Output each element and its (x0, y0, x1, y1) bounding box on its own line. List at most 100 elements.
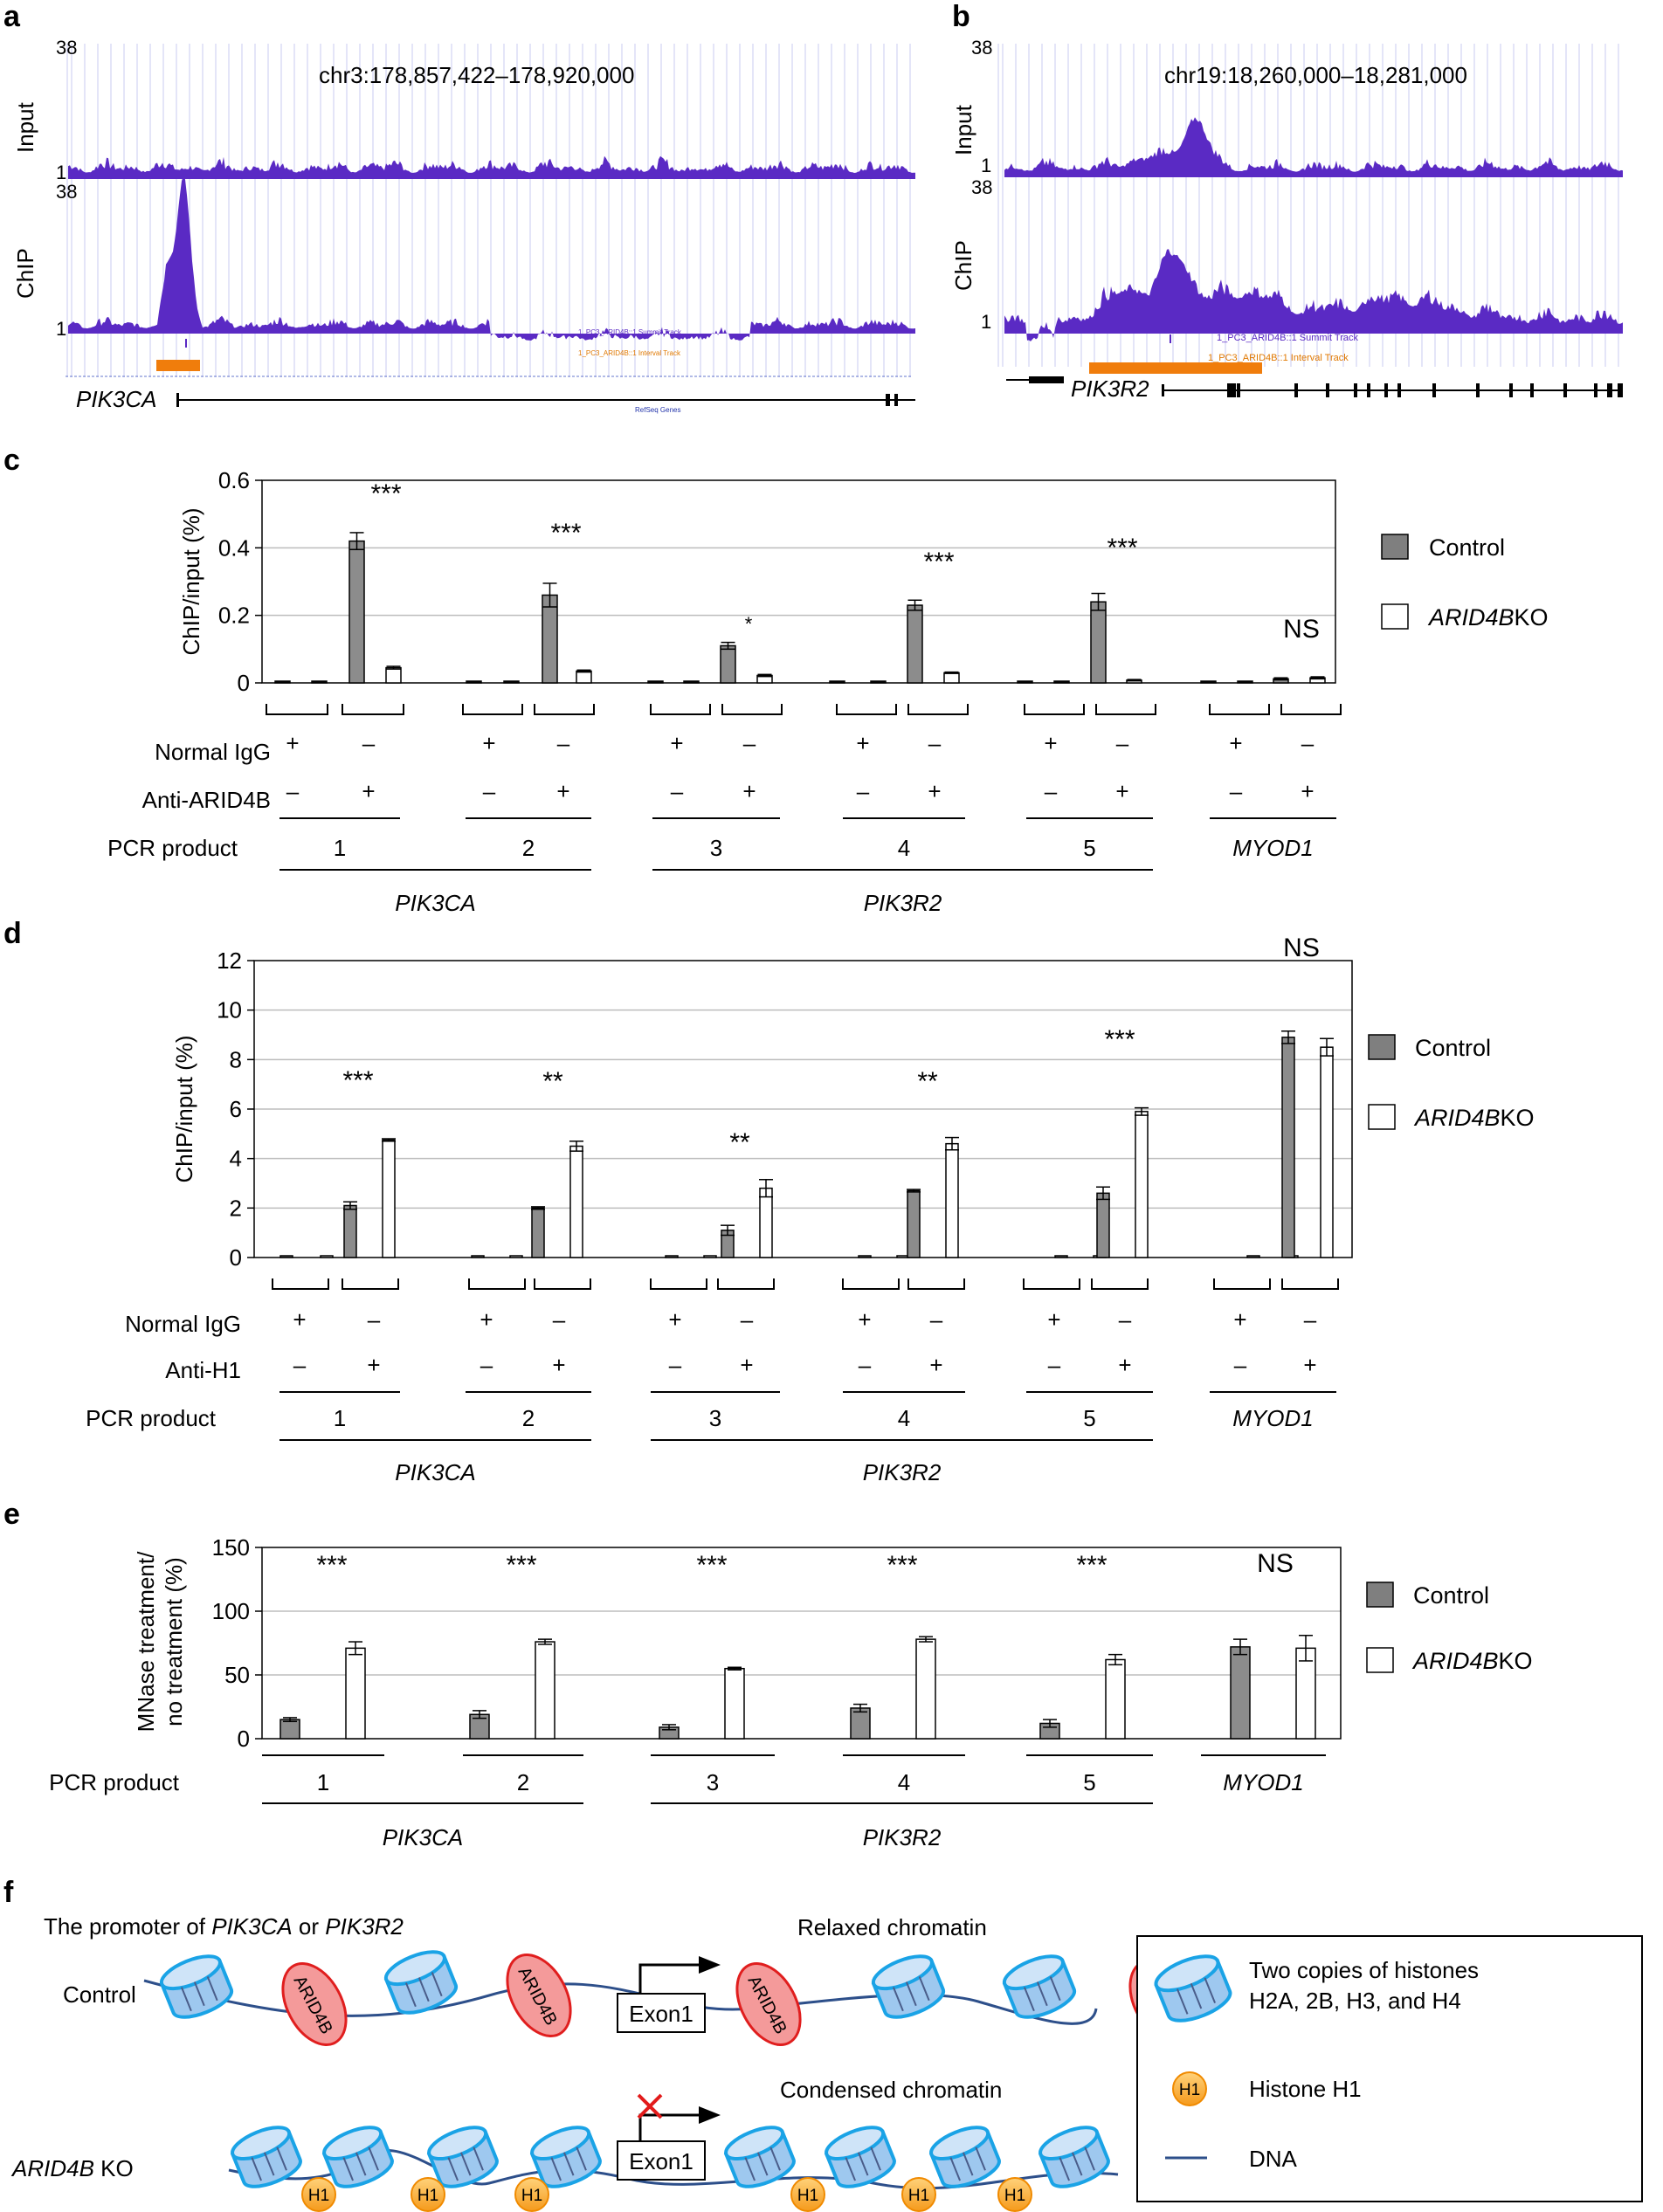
gene-group-label: PIK3R2 (863, 1459, 942, 1485)
sample-bracket (717, 1278, 775, 1290)
significance-label: *** (1076, 1551, 1107, 1580)
y-tick-label: 50 (224, 1662, 250, 1688)
panel-letter-e: e (3, 1498, 20, 1531)
legend-ko-c: ARID4BKO (1427, 604, 1549, 631)
gene-group-label: PIK3CA (383, 1824, 464, 1850)
normal-igg-sign: – (553, 1306, 566, 1333)
gene-exon-a1 (886, 394, 890, 406)
h1-circle (901, 2177, 936, 2212)
coords-a: chr3:178,857,422–178,920,000 (319, 62, 634, 88)
bar-control (279, 1255, 293, 1258)
bar-arid4b-ko (535, 1641, 555, 1740)
gene-exon-b (1367, 383, 1370, 397)
gene-label-a: PIK3CA (76, 386, 157, 412)
gene-exon-b (1563, 383, 1567, 397)
h1-protein: H1 (997, 2177, 1032, 2212)
bar-arid4b-ko (1295, 1647, 1316, 1740)
pcr-product-label: 4 (898, 1769, 910, 1795)
y-tick-label: 0 (238, 670, 250, 696)
sample-bracket (842, 1278, 900, 1290)
arid4b-shape (281, 1962, 348, 2046)
dna-wrap (447, 2157, 459, 2181)
significance-label: NS (1283, 615, 1320, 644)
dna-wrap (845, 2157, 856, 2181)
h1-circle (301, 2177, 336, 2212)
bar-arid4b-ko (1105, 1658, 1126, 1740)
promoter-or: or (293, 1913, 326, 1940)
bar-arid4b-ko (382, 1139, 396, 1258)
antibody-sign: – (671, 778, 684, 804)
h1-protein: H1 (514, 2177, 549, 2212)
arid4b-protein: ARID4B (735, 1962, 802, 2046)
significance-label: NS (1257, 1549, 1294, 1578)
legend-control-c: Control (1429, 534, 1505, 561)
dna-wrap (180, 1987, 192, 2012)
condensed-chromatin-label: Condensed chromatin (780, 2077, 1002, 2103)
coords-b: chr19:18,260,000–18,281,000 (1164, 62, 1467, 88)
y-tick-label: 0 (238, 1726, 250, 1752)
significance-label: *** (696, 1551, 727, 1580)
antibody-sign: – (480, 1352, 493, 1378)
row-normal-igg-c: Normal IgG (155, 739, 271, 765)
chip-track-a (68, 176, 915, 341)
sample-bracket (462, 704, 523, 715)
ymax-chip-b: 38 (971, 176, 992, 198)
y-tick-label: 0.6 (218, 467, 250, 493)
bar-arid4b-ko (1135, 1111, 1149, 1258)
panel-e: e 0 50 100 150 MNase treatment/no treatment … (3, 1498, 1533, 1850)
h1-label: H1 (797, 2187, 818, 2205)
y-tick-label: 8 (230, 1046, 242, 1072)
dna-wrap (562, 2152, 575, 2176)
bar-arid4b-ko (509, 1255, 523, 1258)
antibody-sign: + (1301, 778, 1314, 804)
bar-arid4b-ko (703, 1255, 717, 1258)
plot-frame (253, 960, 1353, 1258)
pcr-product-label: 3 (709, 1405, 721, 1431)
antibody-sign: + (742, 778, 756, 804)
pcr-product-label: 2 (522, 1405, 535, 1431)
gene-exon-b (1294, 383, 1298, 397)
bar-control (665, 1255, 679, 1258)
legend-ko-suffix-e: KO (1499, 1648, 1533, 1674)
panel-letter-a: a (3, 0, 21, 33)
pcr-product-label: 3 (707, 1769, 719, 1795)
row-pcr-product-c: PCR product (107, 835, 238, 861)
legend-dna-text: DNA (1249, 2146, 1298, 2172)
sample-rows-e: 1 2 3 4 5 MYOD1 PIK3CA PIK3R2 (262, 1754, 1326, 1850)
h1-label: H1 (521, 2187, 542, 2205)
sample-bracket (266, 704, 328, 715)
ymin-input-a: 1 (56, 162, 66, 183)
normal-igg-sign: + (858, 1306, 871, 1333)
dna-wrap (744, 2157, 756, 2181)
significance-label: NS (1283, 934, 1320, 962)
y-tick-label: 0 (230, 1244, 242, 1271)
y-tick-label: 0.2 (218, 603, 250, 629)
sample-bracket (342, 1278, 399, 1290)
normal-igg-sign: + (293, 1306, 306, 1333)
exon1-label-ko: Exon1 (629, 2148, 693, 2174)
bar-control (858, 1255, 872, 1258)
nucleosome-icon (928, 2126, 1001, 2188)
nucleosome-icon (723, 2126, 796, 2188)
y-tick-label: 100 (212, 1598, 250, 1624)
panel-a: a chr3:178,857,422–178,920,000 38 1 38 1… (3, 0, 915, 414)
normal-igg-sign: – (1116, 730, 1129, 756)
chip-label-b: ChIP (950, 240, 976, 291)
gene-group-label: PIK3CA (395, 1459, 476, 1485)
exon1-label-control: Exon1 (629, 2001, 693, 2027)
nucleosome-icon (159, 1954, 234, 2019)
legend-ko-italic-e: ARID4B (1411, 1648, 1499, 1674)
antibody-sign: + (1303, 1352, 1316, 1378)
panel-letter-f: f (3, 1876, 14, 1909)
normal-igg-sign: + (856, 730, 869, 756)
h1-protein: H1 (1172, 2071, 1207, 2106)
h1-protein: H1 (411, 2177, 445, 2212)
y-tick-label: 150 (212, 1534, 250, 1561)
normal-igg-sign: + (286, 730, 299, 756)
row-anti-arid4b-c: Anti-ARID4B (142, 787, 271, 813)
nucleosomes-ko (230, 2126, 1110, 2188)
ymin-input-b: 1 (981, 155, 991, 176)
legend-histone-line1: Two copies of histones (1249, 1957, 1479, 1983)
pcr-product-label: 1 (334, 1405, 346, 1431)
tss-arrowhead-ko (699, 2106, 721, 2124)
